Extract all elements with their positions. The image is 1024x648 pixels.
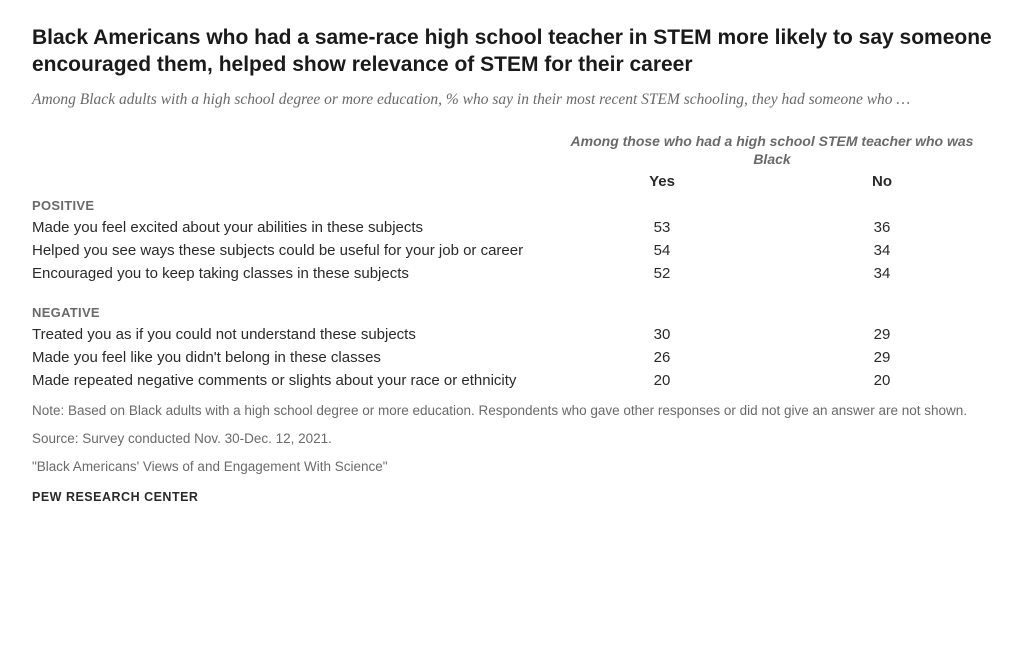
row-no-value: 36 [772, 219, 992, 236]
row-no-value: 29 [772, 326, 992, 343]
column-header-no: No [772, 173, 992, 190]
row-label: Made you feel like you didn't belong in … [32, 349, 552, 366]
super-header-spacer [32, 132, 552, 172]
footnote-source: Source: Survey conducted Nov. 30-Dec. 12… [32, 430, 992, 448]
section-negative-label: NEGATIVE [32, 305, 992, 320]
section-positive-label: POSITIVE [32, 198, 992, 213]
footnote-report: "Black Americans' Views of and Engagemen… [32, 458, 992, 476]
row-yes-value: 26 [552, 349, 772, 366]
table-row: Treated you as if you could not understa… [32, 323, 992, 346]
table-row: Made you feel like you didn't belong in … [32, 346, 992, 369]
chart-subtitle: Among Black adults with a high school de… [32, 89, 992, 111]
data-table: Among those who had a high school STEM t… [32, 132, 992, 391]
table-row: Helped you see ways these subjects could… [32, 239, 992, 262]
table-row: Made repeated negative comments or sligh… [32, 369, 992, 392]
column-header-spacer [32, 173, 552, 190]
row-no-value: 29 [772, 349, 992, 366]
row-yes-value: 53 [552, 219, 772, 236]
row-no-value: 34 [772, 242, 992, 259]
row-no-value: 34 [772, 265, 992, 282]
row-label: Made you feel excited about your abiliti… [32, 219, 552, 236]
row-yes-value: 54 [552, 242, 772, 259]
table-row: Encouraged you to keep taking classes in… [32, 262, 992, 285]
row-yes-value: 20 [552, 372, 772, 389]
row-label: Encouraged you to keep taking classes in… [32, 265, 552, 282]
row-label: Made repeated negative comments or sligh… [32, 372, 552, 389]
column-header-row: Yes No [32, 173, 992, 190]
row-label: Helped you see ways these subjects could… [32, 242, 552, 259]
table-row: Made you feel excited about your abiliti… [32, 216, 992, 239]
org-attribution: PEW RESEARCH CENTER [32, 490, 992, 504]
super-header-text: Among those who had a high school STEM t… [552, 132, 992, 172]
row-label: Treated you as if you could not understa… [32, 326, 552, 343]
column-header-yes: Yes [552, 173, 772, 190]
chart-title: Black Americans who had a same-race high… [32, 24, 992, 79]
row-no-value: 20 [772, 372, 992, 389]
footnote-note: Note: Based on Black adults with a high … [32, 402, 992, 420]
super-header-row: Among those who had a high school STEM t… [32, 132, 992, 172]
row-yes-value: 30 [552, 326, 772, 343]
section-gap [32, 285, 992, 299]
row-yes-value: 52 [552, 265, 772, 282]
